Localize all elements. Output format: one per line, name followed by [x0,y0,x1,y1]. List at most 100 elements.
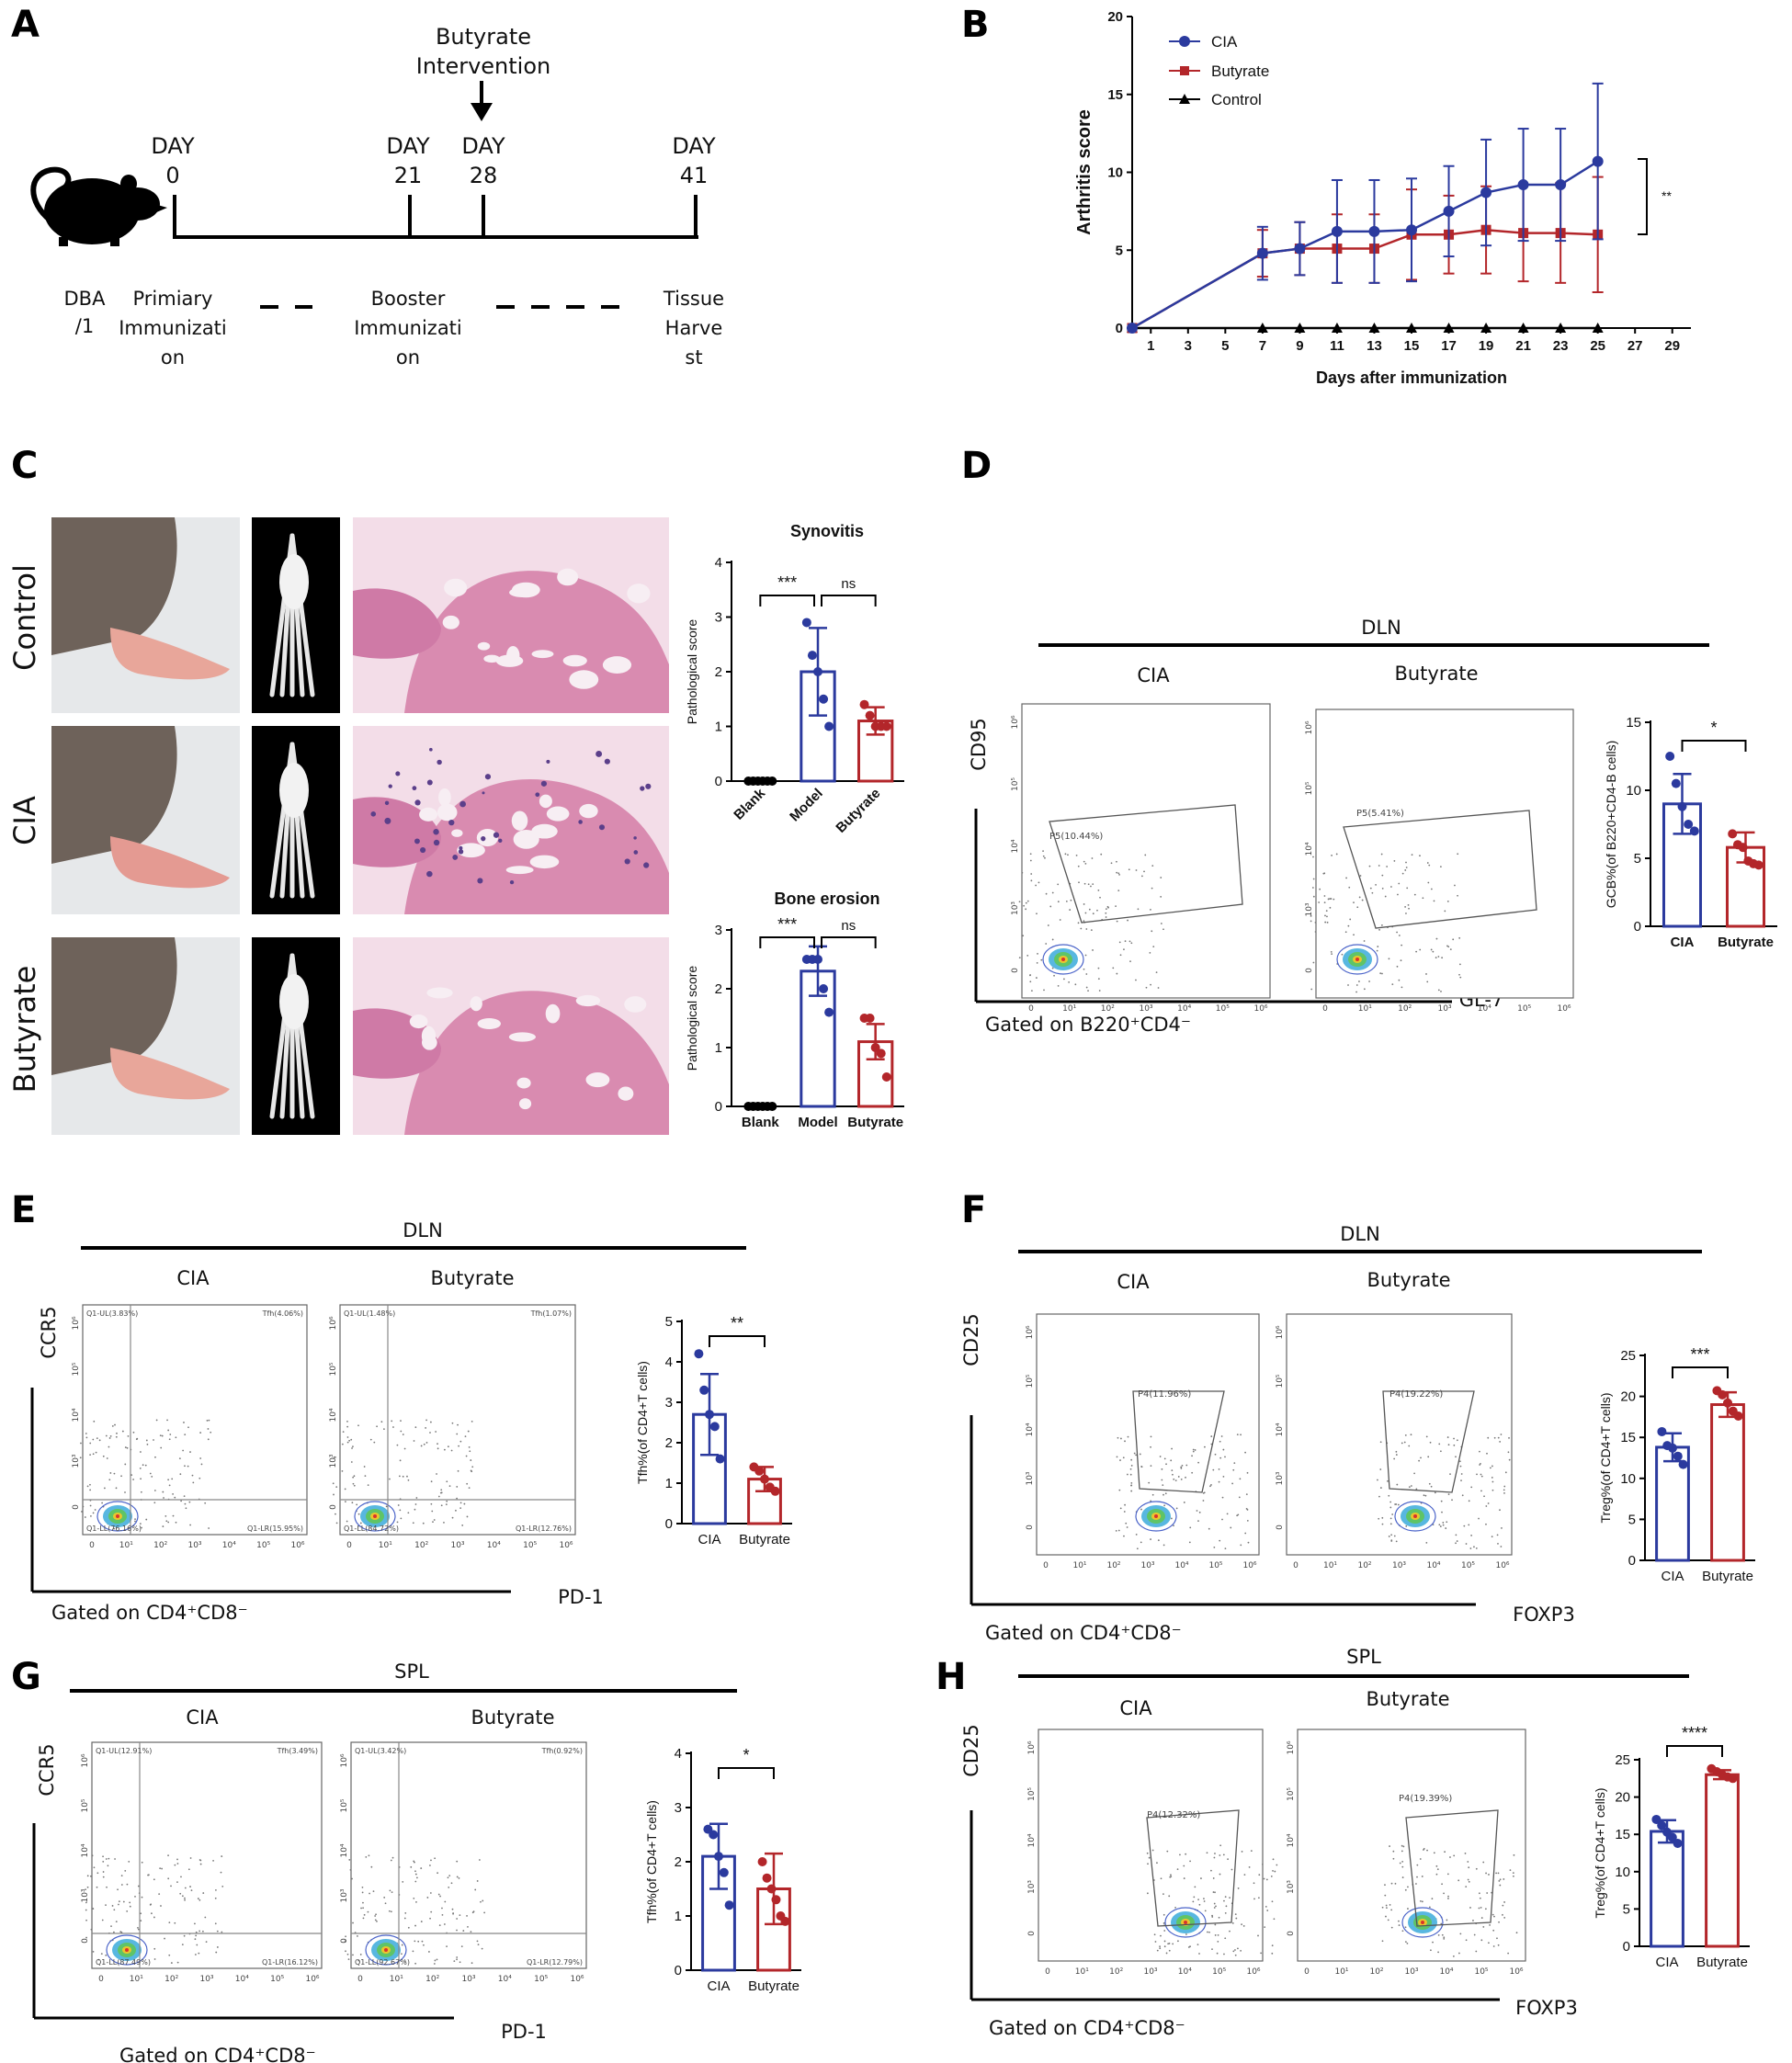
flow-event [404,1960,406,1963]
phase-booster-line1: Booster [371,288,446,310]
flow-event [1168,1895,1171,1898]
flow-event [1459,1933,1462,1935]
b-legend-marker [1179,36,1190,47]
flow-x-tick-label: 10⁶ [290,1541,304,1550]
flow-event [1204,1910,1207,1912]
flow-event [352,1482,355,1485]
flow-event [1441,1511,1443,1513]
flow-event [161,1867,163,1870]
E-bar-y-tick-label: 5 [665,1314,673,1330]
he-marrow-space [531,823,558,839]
flow-event [195,1931,198,1933]
flow-event [1431,1898,1434,1900]
flow-event [208,1419,210,1422]
flow-event [1160,896,1163,898]
flow-event [400,1430,403,1433]
he-bone-region [404,991,669,1135]
flow-x-tick-label: 0 [98,1975,104,1984]
flow-event [374,1919,377,1921]
flow-event [1154,1941,1157,1943]
C-synovitis-y-tick-label: 0 [715,774,722,789]
H-bar-comparison-label: **** [1682,1724,1707,1742]
flow-event [1455,1542,1457,1545]
flow-event [451,1516,454,1519]
flow-event [471,1420,473,1423]
F-bar-bar-butyrate [1710,1403,1745,1562]
flow-event [1234,1954,1237,1956]
flow-event [163,1497,164,1499]
flow-event [362,1901,364,1904]
flow-event [1405,867,1408,868]
flow-event [333,1493,335,1496]
flow-event [1444,1851,1446,1853]
flow-event [438,1924,441,1927]
panel-g-xaxis: PD-1 [501,2021,547,2043]
row-label-butyrate: Butyrate [7,966,42,1094]
flow-event [1353,934,1355,936]
flow-x-tick-label: 10² [1369,1967,1383,1977]
flow-event [135,1438,138,1441]
flow-event [108,1445,110,1448]
flow-event [1202,1500,1205,1502]
day-28-num: 28 [470,163,498,188]
flow-event [1239,1478,1242,1480]
C-synovitis-data-point [819,694,829,704]
flow-event [1381,1906,1384,1909]
flow-event [1312,961,1315,964]
flow-event [1345,877,1347,879]
flow-event [1163,1504,1166,1507]
flow-event [1049,905,1052,908]
flow-y-tick-label: 10⁵ [340,1798,349,1812]
flow-event [414,1873,417,1876]
flow-event [1203,1491,1206,1494]
flow-event [159,1434,162,1437]
flow-event [1489,1467,1491,1469]
flow-event [1236,1514,1239,1517]
flow-event [420,1867,423,1869]
flow-event [92,1950,95,1953]
flow-event [1128,868,1130,871]
flow-event [1077,922,1080,924]
he-marrow-space [477,641,491,651]
he-infiltrate [498,838,503,844]
flow-event [1074,983,1077,986]
flow-event [1479,1450,1480,1453]
flow-event [1392,1850,1395,1853]
flow-event [1478,1517,1480,1520]
flow-event [423,1443,425,1445]
flow-event [414,1870,416,1873]
xray-carpal [279,554,309,609]
flow-event [126,1910,129,1912]
flow-event [1173,1525,1174,1527]
C-bone-erosion-comparison-bracket [821,936,877,948]
flow-event [141,1861,143,1864]
F-bar-y-tick-label: 0 [1628,1553,1636,1569]
he-marrow-space [421,1035,437,1050]
flow-event [1390,1909,1393,1911]
flow-event [1421,1876,1423,1877]
flow-event [1497,1872,1500,1875]
flow-event [124,1463,127,1466]
he-marrow-space [409,1014,428,1029]
flow-event [1378,928,1380,931]
panel-e-yaxis: CCR5 [38,1306,60,1358]
quadrant-ur-label: Tfh(1.07%) [530,1309,572,1318]
flow-event [1122,1457,1125,1459]
flow-event [176,1961,179,1964]
flow-event [1398,979,1401,981]
paw-photo-paw [110,1048,230,1100]
he-infiltrate [535,792,540,798]
flow-event [443,1521,445,1524]
flow-event [106,1886,108,1888]
flow-event [430,1910,433,1913]
flow-event [1035,977,1038,979]
F-bar-y-axis-title: Treg%(of CD4+T cells) [1598,1393,1613,1524]
G-bar-y-tick-label: 3 [675,1800,682,1816]
flow-x-tick-label: 10¹ [1062,1004,1076,1014]
flow-event [1435,937,1438,940]
flow-x-tick-label: 10³ [461,1975,475,1984]
contour-peak [116,1514,119,1518]
flow-event [441,1913,444,1916]
